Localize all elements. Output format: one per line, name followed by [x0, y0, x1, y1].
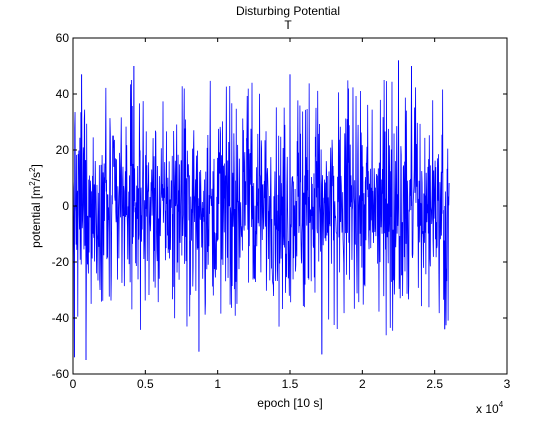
x-axis-exponent-power: 4 [499, 400, 504, 409]
series-layer [72, 60, 450, 361]
x-tick-label: 2 [359, 377, 366, 391]
x-axis-exponent-base: x 10 [476, 402, 499, 416]
y-tick-label: -60 [52, 367, 70, 381]
y-tick-label: 60 [56, 31, 70, 45]
y-axis-label-sup1: 2 [28, 181, 37, 186]
series-line [72, 60, 450, 361]
y-axis-label-main: potential [m [29, 186, 43, 248]
y-axis-label-sup2: 2 [28, 167, 37, 172]
x-axis-exponent: x 104 [476, 400, 504, 416]
plot-area: 0 0.5 1 1.5 2 2.5 3 -60 -40 -20 0 20 40 60 [52, 31, 511, 391]
ticks-layer: 0 0.5 1 1.5 2 2.5 3 -60 -40 -20 0 20 40 60 [52, 31, 511, 391]
y-tick-label: 0 [62, 199, 69, 213]
y-axis-label-mid: /s [29, 172, 43, 181]
chart-subtitle: T [284, 18, 292, 32]
chart-title: Disturbing Potential [236, 4, 340, 18]
y-tick-label: 40 [56, 87, 70, 101]
y-axis-label-end: ] [29, 164, 43, 167]
x-tick-label: 2.5 [426, 377, 443, 391]
y-tick-label: -40 [52, 311, 70, 325]
x-tick-label: 3 [504, 377, 511, 391]
x-tick-label: 1.5 [282, 377, 299, 391]
y-tick-label: 20 [56, 143, 70, 157]
x-tick-label: 0.5 [137, 377, 154, 391]
x-tick-label: 0 [70, 377, 77, 391]
y-tick-label: -20 [52, 255, 70, 269]
y-axis-label: potential [m2/s2] [28, 164, 43, 248]
x-axis-label: epoch [10 s] [257, 396, 322, 410]
x-tick-label: 1 [214, 377, 221, 391]
